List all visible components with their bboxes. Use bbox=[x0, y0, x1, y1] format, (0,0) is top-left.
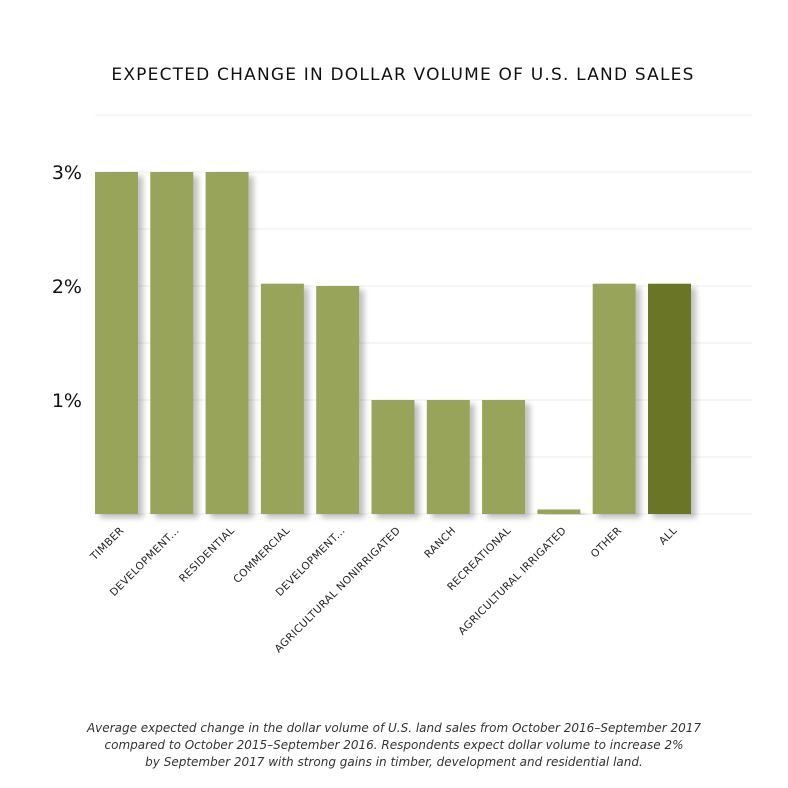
x-tick-label: AGRICULTURAL NONIRRIGATED bbox=[273, 525, 404, 656]
chart-title: EXPECTED CHANGE IN DOLLAR VOLUME OF U.S.… bbox=[111, 65, 694, 85]
x-tick-label: RANCH bbox=[422, 525, 458, 561]
bars bbox=[95, 172, 691, 514]
bar-agricultural-nonirrigated bbox=[371, 400, 415, 514]
x-tick-label: ALL bbox=[657, 525, 680, 548]
bar-agricultural-irrigated bbox=[537, 509, 581, 514]
x-tick-label: AGRICULTURAL IRRIGATED bbox=[456, 525, 569, 638]
bar-ranch bbox=[426, 400, 470, 514]
caption-line-3: by September 2017 with strong gains in t… bbox=[145, 755, 643, 769]
gridlines bbox=[95, 114, 752, 515]
bar-recreational bbox=[482, 400, 526, 514]
x-tick-label: TIMBER bbox=[88, 525, 127, 564]
chart-caption: Average expected change in the dollar vo… bbox=[40, 720, 748, 771]
y-tick-label: 3% bbox=[52, 162, 82, 184]
y-tick-label: 2% bbox=[52, 276, 82, 298]
x-tick-label: COMMERCIAL bbox=[231, 525, 292, 586]
x-tick-label: RESIDENTIAL bbox=[177, 525, 237, 585]
bar-other bbox=[592, 283, 636, 514]
x-tick-label: OTHER bbox=[589, 525, 625, 561]
bar-all bbox=[648, 283, 691, 514]
bar-timber bbox=[95, 172, 138, 514]
caption-line-2: compared to October 2015–September 2016.… bbox=[104, 738, 684, 752]
y-tick-label: 1% bbox=[52, 390, 82, 412]
x-axis-ticks: TIMBERDEVELOPMENT...RESIDENTIALCOMMERCIA… bbox=[88, 525, 680, 656]
bar-residential bbox=[205, 172, 249, 514]
caption-line-1: Average expected change in the dollar vo… bbox=[86, 721, 702, 735]
y-axis-ticks: 1% 2% 3% bbox=[52, 162, 82, 412]
bar-commercial bbox=[260, 283, 304, 514]
bar-development bbox=[316, 286, 360, 514]
bar-development bbox=[150, 172, 194, 514]
